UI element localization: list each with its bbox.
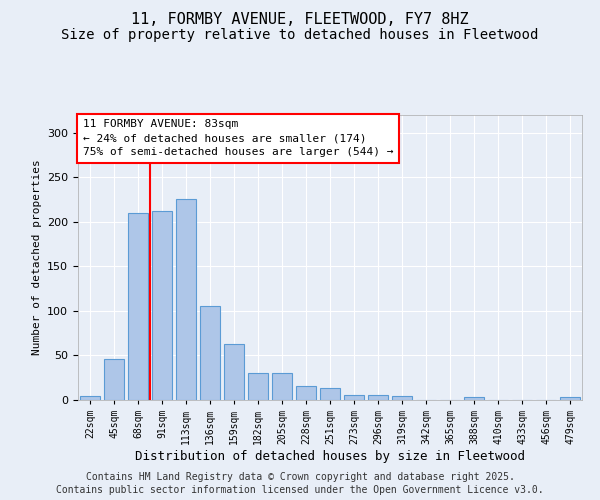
Bar [320,388,340,400]
Text: 11 FORMBY AVENUE: 83sqm
← 24% of detached houses are smaller (174)
75% of semi-d: 11 FORMBY AVENUE: 83sqm ← 24% of detache… [83,120,394,158]
Bar [80,396,100,400]
Y-axis label: Number of detached properties: Number of detached properties [32,160,41,356]
X-axis label: Distribution of detached houses by size in Fleetwood: Distribution of detached houses by size … [135,450,525,463]
Bar [176,198,196,400]
Bar [152,211,172,400]
Bar [272,374,292,400]
Bar [128,213,148,400]
Text: Contains HM Land Registry data © Crown copyright and database right 2025.: Contains HM Land Registry data © Crown c… [86,472,514,482]
Bar [296,386,316,400]
Bar [200,306,220,400]
Text: 11, FORMBY AVENUE, FLEETWOOD, FY7 8HZ: 11, FORMBY AVENUE, FLEETWOOD, FY7 8HZ [131,12,469,28]
Bar [368,394,388,400]
Bar [344,394,364,400]
Bar [248,374,268,400]
Bar [560,398,580,400]
Bar [392,396,412,400]
Text: Contains public sector information licensed under the Open Government Licence v3: Contains public sector information licen… [56,485,544,495]
Bar [104,359,124,400]
Bar [464,398,484,400]
Bar [224,344,244,400]
Text: Size of property relative to detached houses in Fleetwood: Size of property relative to detached ho… [61,28,539,42]
